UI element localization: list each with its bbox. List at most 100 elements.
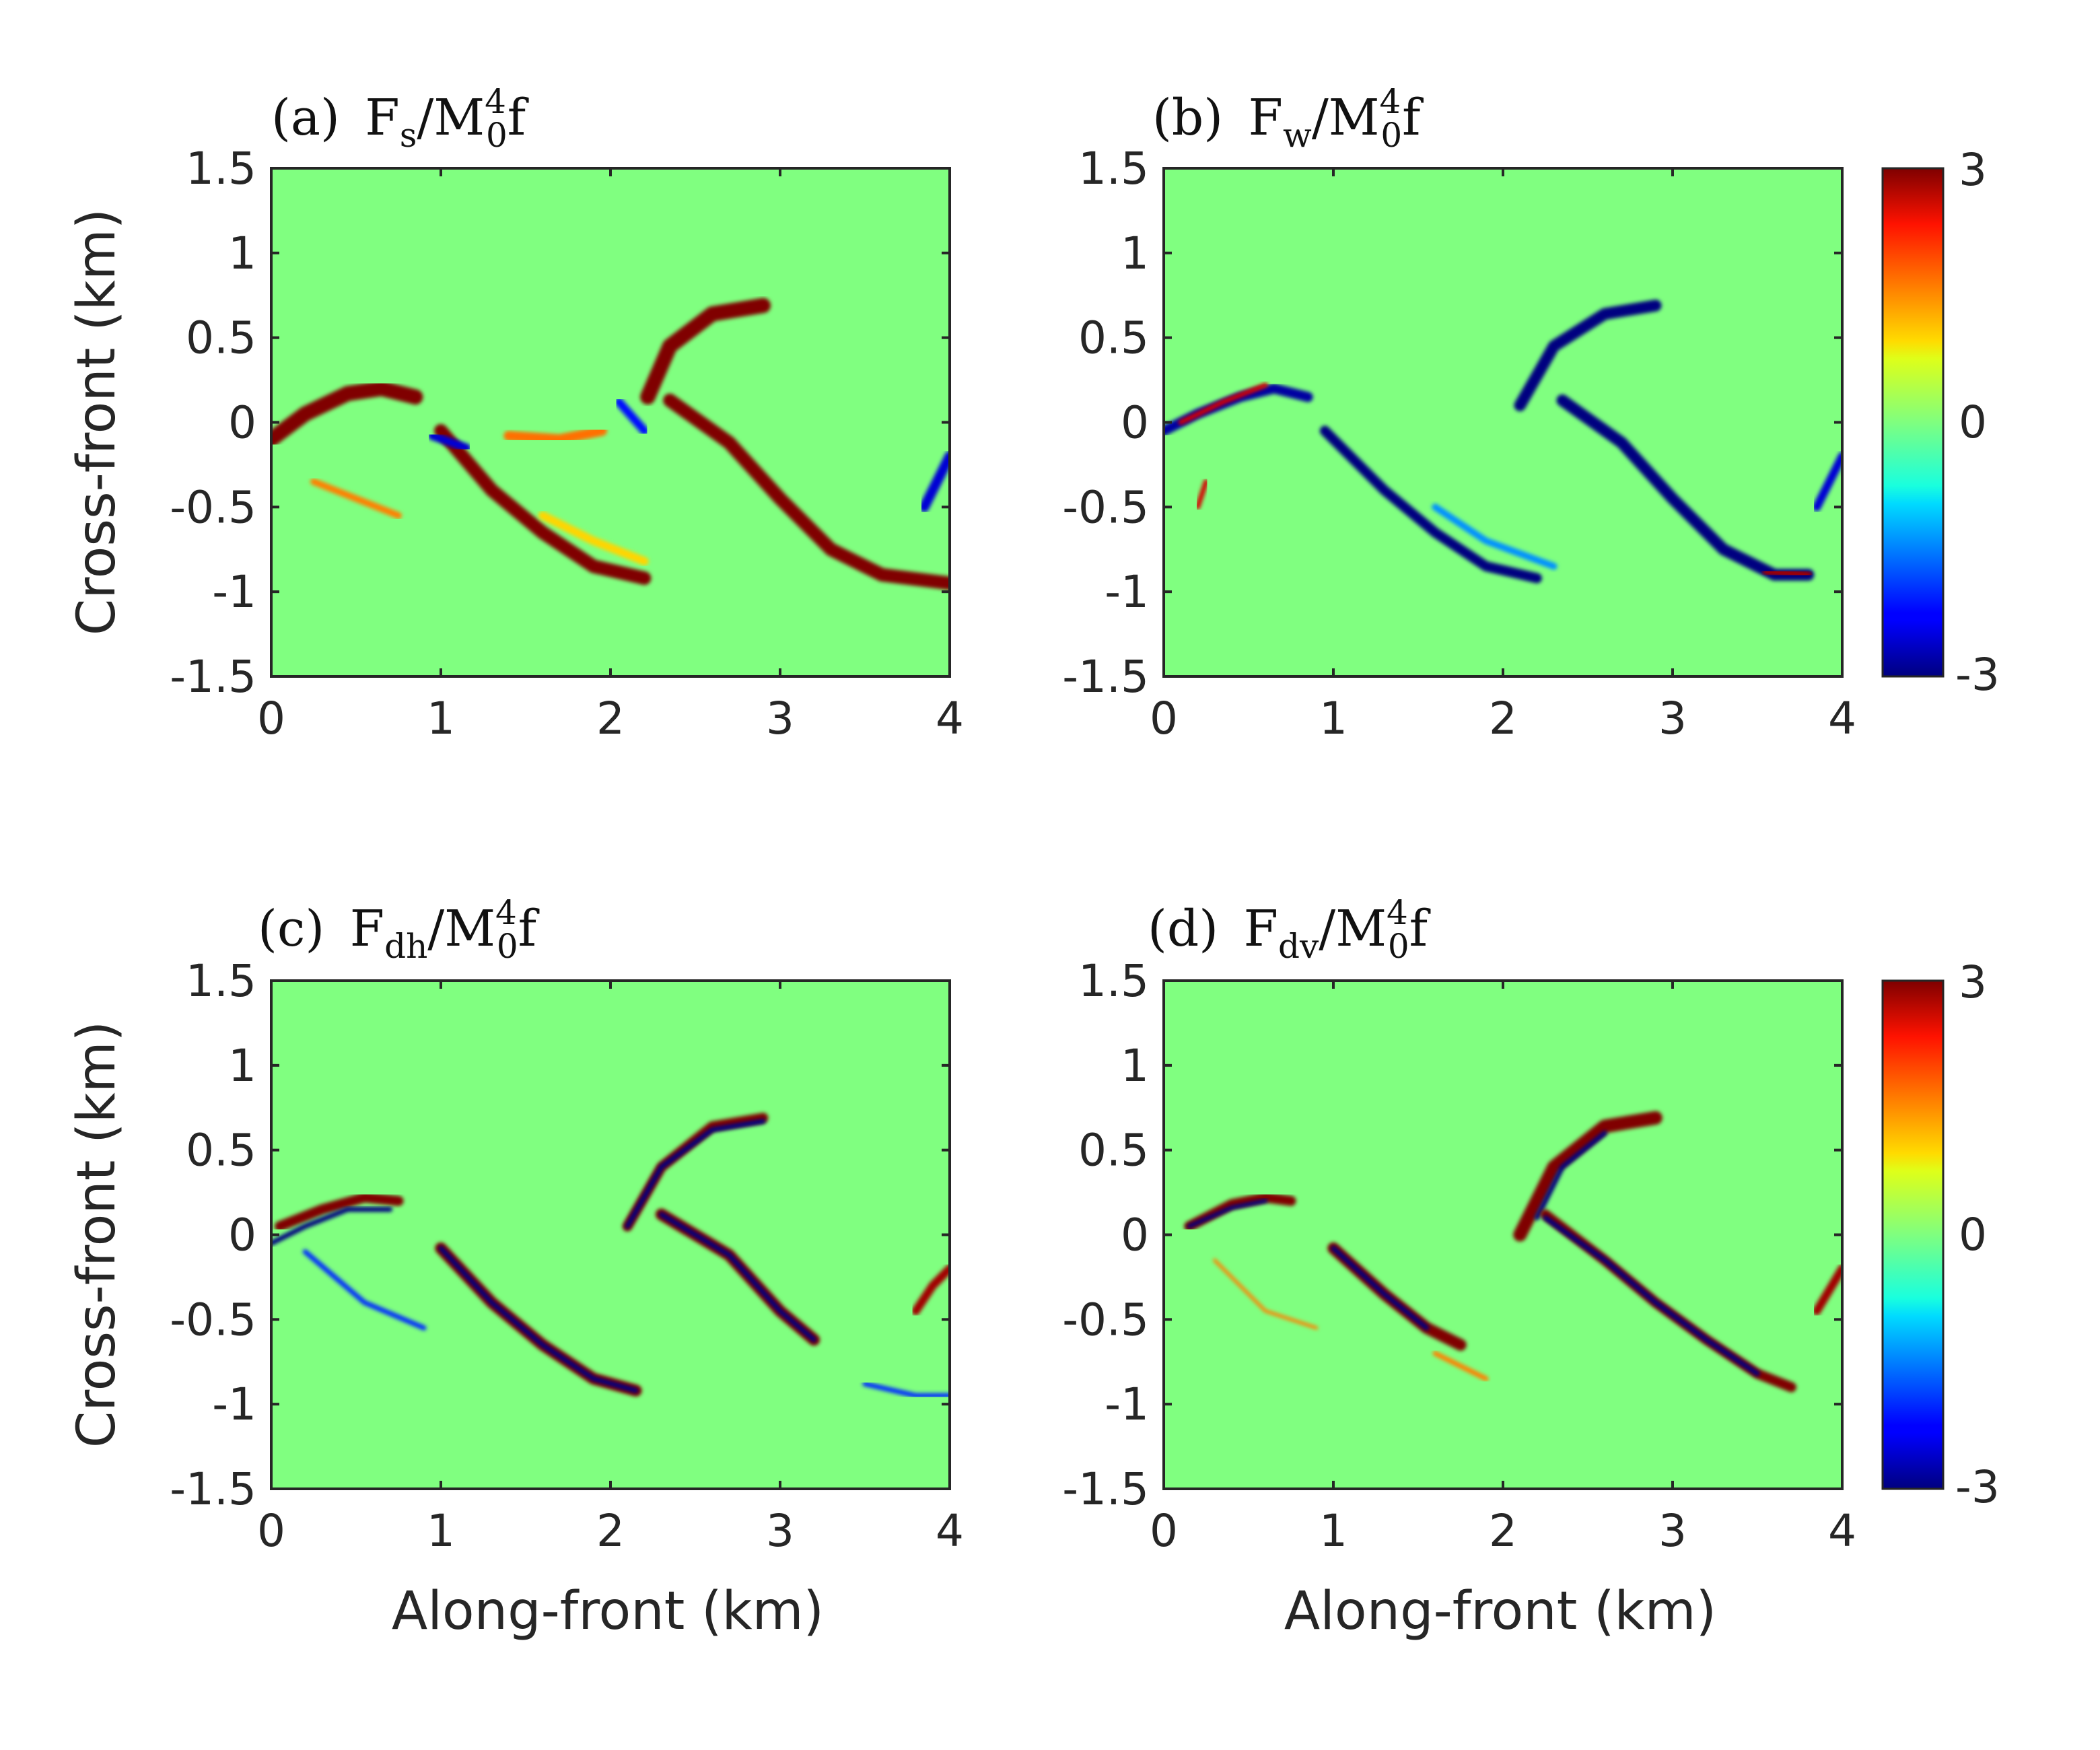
xlabel-left: Along-front (km) [392,1581,824,1642]
panel-b-feature-2 [1319,425,1542,584]
panel-a-xtick-label: 1 [427,693,455,744]
colorbar-top: 3 0 -3 [1881,144,2000,701]
panel-c: (c) Fdh/M4 0f 0 1 2 3 4 1.5 1 0.5 0 -0.5 -1 -1.5 [170,893,964,1557]
panel-b-xtick-label: 0 [1150,693,1178,744]
colorbar-top-mid: 0 [1959,396,1987,448]
panel-b-title-sub: w [1283,116,1312,155]
panel-a-xtick-label: 3 [766,693,794,744]
panel-c-title-tail: f [518,900,540,958]
panel-c-title-den: M [444,900,495,958]
panel-c-plot-area [271,981,950,1489]
panel-b-title-label: (b) [1152,89,1223,147]
colorbar-bottom-mid: 0 [1959,1209,1987,1261]
panel-d-ytick-label: -1 [1105,1378,1149,1430]
panel-b-xtick-label: 3 [1658,693,1687,744]
panel-a-feature-1 [433,424,652,586]
panel-c-feature-1 [271,1207,393,1246]
panel-c-title-sup: 4 [495,893,517,932]
panel-c-feature-3 [438,1245,639,1393]
panel-a-feature-9 [538,511,649,566]
panel-d-feature-10 [1213,1258,1319,1330]
panel-a-feature-4 [503,425,607,445]
panel-c-feature-7 [658,1212,817,1343]
panel-d-xtick-label: 1 [1319,1505,1348,1557]
colorbar-bottom: 3 0 -3 [1881,956,2000,1513]
panel-d-ytick-label: 1.5 [1078,955,1149,1007]
panel-d-title-label: (d) [1148,900,1218,958]
panel-d-feature-1 [1187,1199,1268,1229]
panel-a-xtick-label: 4 [936,693,964,744]
panel-a-field [271,298,950,590]
panel-d-feature-3 [1331,1245,1430,1331]
ylabel-top: Cross-front (km) [67,209,127,635]
panel-b-xtick-label: 2 [1489,693,1517,744]
panel-d-axes: 0 1 2 3 4 1.5 1 0.5 0 -0.5 -1 -1.5 [1062,955,1856,1557]
panel-a-xtick-label: 2 [596,693,625,744]
panel-d-feature-4 [1513,1111,1663,1242]
panel-a-title-tail: f [508,89,529,147]
panel-d-title-tail: f [1409,900,1431,958]
panel-a-ytick-label: 0 [228,397,256,449]
panel-a-feature-7 [919,451,950,512]
colorbar-top-max: 3 [1959,144,1987,196]
panel-a-xtick-label: 0 [257,693,285,744]
panel-d-xtick-label: 0 [1150,1505,1178,1557]
panel-d-title: (d) Fdv/M4 0f [1148,893,1431,966]
panel-b-feature-6 [1812,452,1842,512]
panel-d-field [1184,1111,1842,1393]
panel-c-ytick-label: 1 [228,1040,256,1092]
panel-d-feature-7 [1543,1215,1760,1376]
panel-d-ytick-label: 0.5 [1078,1125,1149,1177]
panel-a-title-den: M [433,89,485,147]
colorbar-bottom-min: -3 [1955,1461,2000,1513]
panel-b-title-sup: 4 [1380,82,1401,121]
panel-a-title-label: (a) [271,89,340,147]
panel-b-ytick-label: 1 [1121,228,1149,279]
panel-c-ytick-label: -0.5 [170,1294,256,1345]
panel-d-feature-9 [1432,1350,1489,1382]
panel-c-ytick-label: -1.5 [170,1463,256,1515]
panel-b-feature-3 [1514,300,1662,412]
panel-c-ytick-label: -1 [212,1378,256,1430]
panel-c-ytick-label: 0.5 [186,1125,256,1177]
panel-d-feature-5 [1534,1130,1607,1221]
panel-b-feature-5 [1762,567,1812,579]
panel-c-title-densub: 0 [497,927,518,966]
panel-a-feature-5 [428,431,471,452]
panel-b-title: (b) Fw/M4 0f [1152,82,1424,155]
panel-d-ytick-label: -0.5 [1062,1294,1149,1345]
panel-c-feature-10 [302,1249,427,1331]
panel-c-feature-9 [911,1264,950,1316]
panel-d-title-sub: dv [1278,927,1319,966]
panel-c-xtick-label: 1 [427,1505,455,1557]
panel-d-feature-8 [1812,1264,1842,1316]
ylabel-bottom: Cross-front (km) [67,1021,127,1448]
panel-c-xtick-label: 4 [936,1505,964,1557]
panel-b-feature-7 [1195,479,1209,510]
panel-b-xtick-label: 4 [1828,693,1856,744]
panel-a-feature-8 [310,478,403,519]
panel-a: (a) Fs/M4 0f 0 1 2 3 4 1.5 1 0.5 0 -0.5 -1 -1.5 [170,82,964,744]
panel-a-feature-0 [271,380,423,447]
panel-c-ytick-label: 1.5 [186,955,256,1007]
colorbar-bottom-max: 3 [1959,956,1987,1008]
panel-c-xtick-label: 2 [596,1505,625,1557]
panel-b-ytick-label: -1.5 [1062,651,1149,703]
panel-b-plot-area [1164,168,1842,676]
panel-c-title: (c) Fdh/M4 0f [258,893,540,966]
panel-a-title-densub: 0 [486,116,508,155]
panel-b-axes: 0 1 2 3 4 1.5 1 0.5 0 -0.5 -1 -1.5 [1062,143,1856,744]
panel-c-xtick-label: 0 [257,1505,285,1557]
panel-c-feature-5 [625,1119,766,1229]
panel-d-ytick-label: 0 [1121,1210,1149,1261]
panel-b-title-tail: f [1402,89,1424,147]
panel-b-ytick-label: 0 [1121,397,1149,449]
colorbar-bottom-gradient [1881,979,1945,1490]
panel-a-axes: 0 1 2 3 4 1.5 1 0.5 0 -0.5 -1 -1.5 [170,143,964,744]
panel-b: (b) Fw/M4 0f 0 1 2 3 4 1.5 1 0.5 0 -0.5 -1 -1.5 [1062,82,1856,744]
panel-c-xtick-label: 3 [766,1505,794,1557]
panel-d-plot-area [1164,981,1842,1489]
panel-b-ytick-label: -0.5 [1062,481,1149,533]
panel-c-title-sub: dh [384,927,427,966]
